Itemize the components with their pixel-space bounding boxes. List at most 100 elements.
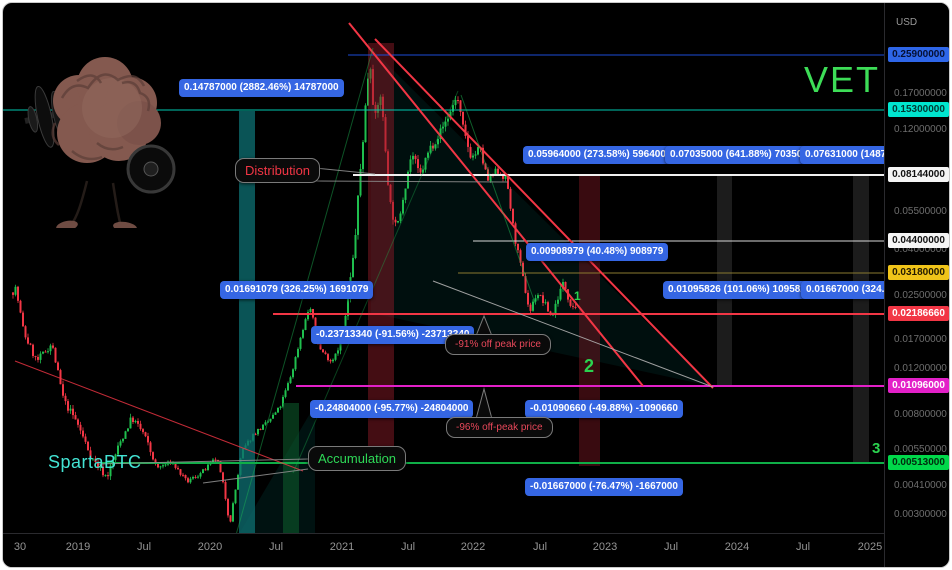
candle-body: [272, 414, 274, 419]
candle-body: [17, 286, 19, 301]
candle-body: [74, 415, 77, 420]
accumulation-callout[interactable]: Accumulation: [308, 446, 407, 471]
candle-body: [57, 362, 59, 371]
candle-body: [269, 418, 272, 422]
measure-label[interactable]: 0.01667000 (324.95%): [801, 281, 884, 299]
measure-label[interactable]: 0.07631000 (1487.52%): [800, 146, 884, 164]
candle-body: [129, 417, 132, 429]
candle-body: [419, 168, 422, 173]
trendlines-layer: [14, 22, 714, 533]
candle-body: [114, 454, 117, 461]
author-watermark[interactable]: SpartaBTC: [48, 452, 142, 472]
distribution-callout[interactable]: Distribution: [235, 158, 321, 183]
candle-body: [32, 344, 34, 356]
candle-body: [29, 343, 32, 345]
candle-body: [339, 338, 342, 351]
measure-label[interactable]: 0.00908979 (40.48%) 908979: [526, 243, 669, 261]
candle-body: [224, 482, 227, 499]
wave-marker[interactable]: 1: [574, 289, 581, 303]
candle-body: [422, 169, 424, 173]
measure-label[interactable]: -0.23713340 (-91.56%) -23713340: [311, 326, 475, 344]
candle-body: [164, 464, 167, 466]
candle-body: [192, 477, 194, 479]
price-axis[interactable]: USD 0.17000000 0.12000000 0.05500000 0.0400…: [884, 3, 949, 567]
highlight-band: [283, 403, 299, 533]
candle-body: [292, 369, 294, 378]
off-peak-96-callout[interactable]: -96% off-peak price: [446, 417, 553, 438]
currency-label: USD: [896, 17, 918, 28]
measure-label[interactable]: 0.05964000 (273.58%) 5964000: [523, 146, 677, 164]
candle-body: [92, 458, 94, 460]
candle-body: [232, 503, 234, 522]
time-tick: 2025: [857, 541, 883, 553]
candle-body: [514, 223, 517, 244]
candle-body: [359, 169, 362, 196]
time-tick: 2020: [197, 541, 223, 553]
wave-marker[interactable]: 3: [872, 440, 881, 457]
candle-body: [237, 474, 239, 490]
measure-label[interactable]: 0.07035000 (641.88%) 7035000: [665, 146, 819, 164]
candle-body: [177, 467, 179, 470]
candle-body: [162, 465, 164, 467]
time-tick: Jul: [795, 541, 811, 553]
candle-body: [302, 330, 304, 338]
candle-body: [424, 157, 427, 170]
callout-connectors-layer: [97, 167, 509, 484]
candles-layer: [12, 64, 577, 523]
candle-body: [124, 431, 127, 439]
time-tick: Jul: [400, 541, 416, 553]
candle-body: [537, 295, 539, 299]
candle-body: [37, 357, 39, 360]
measure-label[interactable]: 0.01095826 (101.06%) 1095826: [663, 281, 817, 299]
candle-body: [484, 163, 487, 170]
candle-body: [19, 300, 22, 313]
candle-body: [47, 351, 49, 353]
trendline: [460, 94, 536, 304]
candle-body: [122, 438, 124, 442]
candle-body: [204, 469, 207, 471]
measure-label[interactable]: 0.14787000 (2882.46%) 14787000: [179, 79, 344, 97]
candle-body: [294, 357, 297, 370]
callout-connector-line: [314, 167, 376, 175]
symbol-watermark[interactable]: VET: [804, 59, 881, 100]
candle-body: [179, 469, 182, 475]
wave-marker[interactable]: 2: [584, 356, 595, 376]
measure-label[interactable]: -0.24804000 (-95.77%) -24804000: [310, 400, 474, 418]
candle-body: [182, 474, 184, 476]
measure-label[interactable]: -0.01090660 (-49.88%) -1090660: [525, 400, 683, 418]
candle-body: [219, 461, 222, 473]
mascot-foot-left: [56, 220, 78, 228]
time-axis[interactable]: 30 2019 Jul 2020 Jul 2021 Jul 2022 Jul 2023 Jul 202…: [3, 533, 884, 567]
candle-body: [324, 352, 327, 355]
candle-body: [404, 188, 407, 200]
off-peak-91-callout[interactable]: -91% off peak price: [445, 334, 551, 355]
measure-label[interactable]: 0.01691079 (326.25%) 1691079: [220, 281, 374, 299]
time-tick: 2019: [65, 541, 91, 553]
candle-body: [257, 429, 259, 435]
candle-body: [447, 118, 449, 122]
callout-connector-line: [202, 468, 309, 484]
trendline: [348, 22, 644, 387]
candle-body: [22, 312, 24, 327]
candle-body: [117, 445, 119, 455]
candle-body: [142, 429, 144, 433]
candle-body: [407, 171, 409, 189]
candle-body: [24, 326, 27, 338]
candle-body: [99, 466, 102, 468]
time-tick: Jul: [663, 541, 679, 553]
chart-canvas[interactable]: VET SpartaBTC 0.14787000 (2882.46%) 1478…: [3, 3, 884, 533]
candle-body: [472, 155, 474, 158]
candle-body: [259, 429, 262, 430]
price-tick: 0.12000000: [894, 124, 947, 135]
candle-body: [564, 282, 567, 290]
measure-label[interactable]: -0.01667000 (-76.47%) -1667000: [525, 478, 683, 496]
time-tick: 2022: [460, 541, 486, 553]
candle-body: [572, 305, 574, 307]
candle-body: [214, 459, 217, 461]
candle-body: [159, 466, 162, 468]
candle-body: [59, 370, 62, 385]
candle-body: [264, 422, 267, 425]
candle-body: [79, 424, 82, 431]
candle-body: [557, 299, 559, 304]
candle-body: [102, 466, 104, 476]
